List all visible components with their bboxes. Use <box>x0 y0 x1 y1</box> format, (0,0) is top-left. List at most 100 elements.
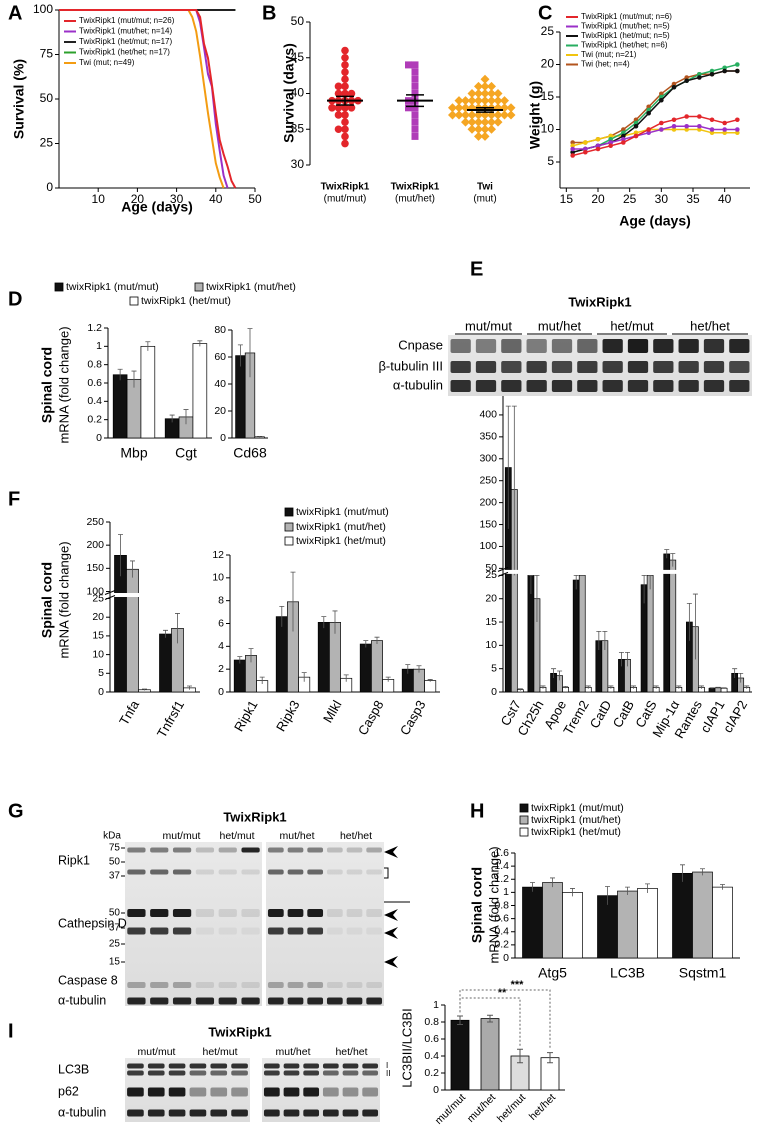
blot-band <box>127 982 146 988</box>
point <box>341 53 349 62</box>
blot-band <box>287 982 304 988</box>
blot-band <box>602 339 623 353</box>
blot-band <box>263 1087 280 1097</box>
point <box>697 114 702 119</box>
blot-band <box>577 339 598 353</box>
legend-label: TwixRipk1 (het/mut; n=5) <box>581 31 670 40</box>
point <box>697 75 702 80</box>
blot-band <box>172 982 192 988</box>
y-axis-label: LC3BII/LC3BI <box>399 1008 414 1088</box>
y-axis-label: Survival (%) <box>11 59 27 139</box>
legend-swatch <box>519 815 529 825</box>
blot-band <box>703 361 725 373</box>
bar <box>637 888 658 959</box>
category-label: Tnfrsf1 <box>154 698 187 741</box>
blot-membrane <box>262 1058 380 1122</box>
axis-break-marks <box>104 590 116 600</box>
blot-band <box>267 982 284 988</box>
point <box>341 61 349 69</box>
bar <box>578 575 586 693</box>
category-label: Cd68 <box>233 445 267 461</box>
error-bar <box>721 687 727 689</box>
blot-band <box>231 1087 248 1097</box>
point <box>411 118 419 126</box>
blot-band <box>729 361 750 373</box>
bar <box>714 687 722 693</box>
legend-swatch <box>284 522 294 532</box>
blot-band <box>326 982 343 988</box>
blot-band <box>127 997 146 1005</box>
panel-letter: I <box>8 1020 14 1042</box>
series-line <box>59 9 225 189</box>
panel-letter: G <box>8 800 24 822</box>
blot-band <box>729 339 750 353</box>
error-bar <box>625 651 630 667</box>
blot-band <box>366 909 383 917</box>
blot-band <box>168 1063 186 1069</box>
legend-label: TwixRipk1 (mut/het; n=5) <box>581 22 670 31</box>
bar <box>480 1018 500 1091</box>
blot-band <box>150 909 169 917</box>
blot-band <box>475 380 497 392</box>
category-label: Mlkl <box>320 698 345 726</box>
blot-band <box>168 1087 186 1097</box>
point <box>474 131 483 141</box>
point <box>341 118 349 126</box>
point <box>454 103 464 113</box>
blot-band <box>346 997 363 1005</box>
blot-band <box>172 997 192 1005</box>
point <box>570 149 575 155</box>
blot-band <box>577 361 598 373</box>
error-bar <box>374 636 380 645</box>
y-tick-label: 2 <box>218 663 224 675</box>
legend-label: TwixRipk1 (mut/mut; n=26) <box>79 16 175 25</box>
legend-label: TwixRipk1 (mut/het; n=14) <box>79 27 172 36</box>
category-label: Tnfa <box>116 697 142 728</box>
lane-group-label: mut/het <box>279 830 314 842</box>
point <box>595 136 601 142</box>
blot-band <box>127 1087 144 1097</box>
y-tick-label: 5 <box>547 154 554 168</box>
point <box>405 104 412 112</box>
x-tick-label: 10 <box>92 192 106 206</box>
point <box>570 153 575 158</box>
point <box>334 111 343 119</box>
point <box>334 82 343 91</box>
point <box>341 111 349 119</box>
point <box>467 124 477 134</box>
blot-band <box>307 982 324 988</box>
blot-band <box>127 927 146 935</box>
category-sublabel: (mut/het) <box>395 194 435 205</box>
blot-band <box>195 927 215 935</box>
blot-band <box>366 869 383 875</box>
point <box>411 61 419 69</box>
y-tick-label: 200 <box>479 496 497 508</box>
legend-swatch <box>284 536 294 546</box>
point <box>621 136 626 142</box>
y-tick-label: 80 <box>214 324 226 336</box>
bar <box>317 622 330 693</box>
point <box>735 130 740 136</box>
y-axis-label: Spinal cord <box>39 562 55 638</box>
error-bar <box>547 1052 553 1064</box>
point <box>709 130 715 136</box>
panel-letter: C <box>538 2 552 24</box>
band-label: I <box>386 1061 388 1070</box>
row-label: Cnpase <box>398 337 443 352</box>
point <box>697 127 702 132</box>
legend-label: twixRipk1 (mut/het) <box>206 281 296 293</box>
point <box>474 117 483 127</box>
blot-band <box>342 1070 359 1076</box>
error-bar <box>608 685 614 689</box>
point <box>506 110 516 120</box>
blot-band <box>526 380 547 392</box>
blot-band <box>231 1070 248 1076</box>
blot-band <box>577 380 598 392</box>
point <box>487 81 496 91</box>
y-tick-label: 50 <box>40 91 54 105</box>
blot-band <box>526 339 547 353</box>
panel-letter: B <box>262 2 276 24</box>
x-tick-label: 50 <box>248 192 262 206</box>
y-axis-label: Spinal cord <box>469 867 485 943</box>
blot-band <box>678 380 699 392</box>
